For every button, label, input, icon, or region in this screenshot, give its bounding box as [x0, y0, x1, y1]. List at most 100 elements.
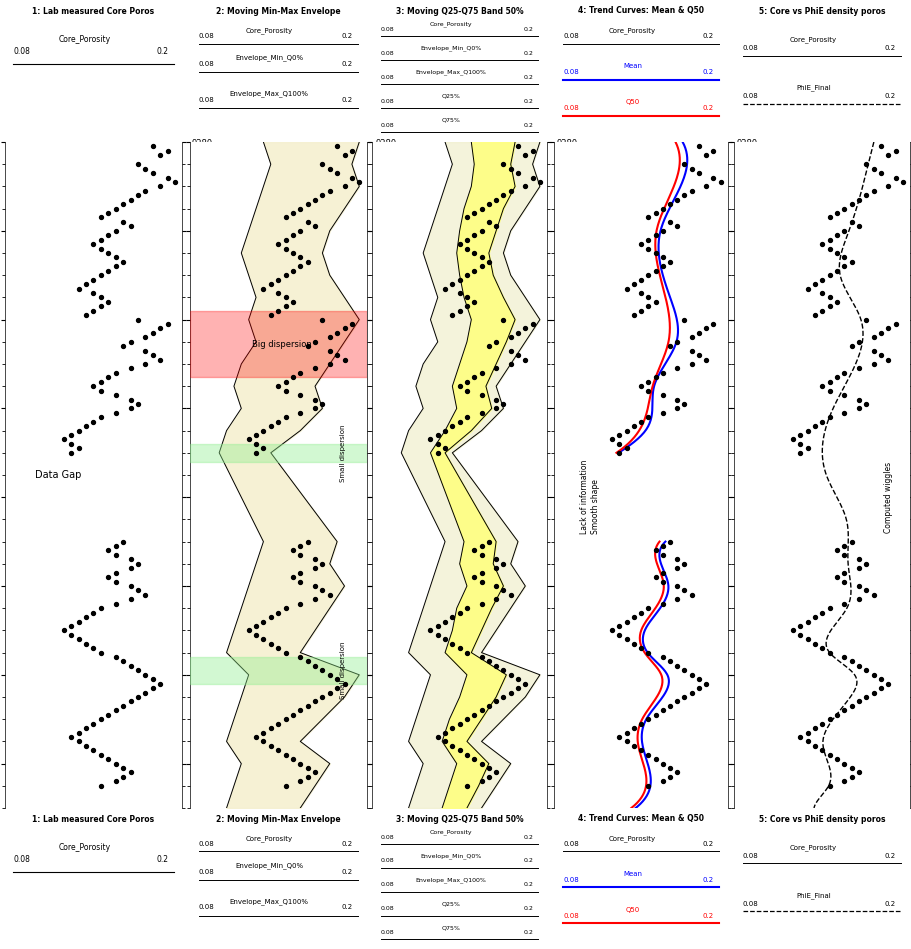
- Text: 0.2: 0.2: [523, 859, 533, 864]
- Point: [278, 778, 292, 793]
- Point: [430, 627, 445, 642]
- Text: 0.2: 0.2: [341, 868, 352, 875]
- Point: [108, 596, 123, 611]
- Point: [452, 414, 466, 429]
- Point: [116, 698, 130, 714]
- Point: [153, 352, 168, 367]
- Text: Core_Porosity: Core_Porosity: [245, 27, 292, 34]
- Point: [108, 387, 123, 402]
- Point: [683, 357, 698, 372]
- Point: [123, 659, 138, 674]
- Point: [670, 765, 684, 780]
- Point: [153, 321, 168, 336]
- Point: [806, 738, 821, 754]
- Point: [116, 254, 130, 270]
- Text: 0.08: 0.08: [742, 853, 758, 859]
- Text: 0.08: 0.08: [381, 834, 394, 840]
- Point: [851, 694, 865, 709]
- Point: [108, 223, 123, 238]
- Point: [263, 419, 278, 434]
- Point: [488, 400, 503, 416]
- Point: [94, 241, 108, 256]
- Point: [474, 596, 488, 611]
- Point: [873, 139, 887, 154]
- Point: [865, 161, 880, 177]
- Point: [676, 689, 691, 704]
- Point: [698, 321, 712, 336]
- Point: [437, 632, 452, 647]
- Point: [698, 676, 712, 691]
- Point: [604, 432, 619, 447]
- Point: [271, 414, 285, 429]
- Point: [108, 756, 123, 772]
- Point: [130, 157, 145, 172]
- Point: [836, 405, 851, 420]
- Point: [640, 601, 655, 616]
- Point: [474, 756, 488, 772]
- Point: [108, 259, 123, 274]
- Point: [517, 178, 532, 194]
- Point: [474, 405, 488, 420]
- Text: 0.08: 0.08: [562, 877, 578, 883]
- Point: [249, 619, 263, 634]
- Point: [64, 619, 78, 634]
- Point: [249, 437, 263, 452]
- Point: [676, 397, 691, 412]
- Point: [488, 578, 503, 593]
- Point: [94, 233, 108, 248]
- Point: [459, 712, 474, 727]
- Point: [466, 246, 481, 261]
- Point: [263, 720, 278, 735]
- Point: [880, 321, 895, 336]
- Point: [829, 228, 844, 243]
- Point: [806, 609, 821, 624]
- Point: [86, 272, 101, 288]
- Point: [698, 148, 712, 163]
- Point: [619, 281, 633, 296]
- Point: [278, 383, 292, 399]
- Point: [278, 601, 292, 616]
- Point: [488, 334, 503, 349]
- Point: [488, 659, 503, 674]
- Point: [670, 592, 684, 607]
- Point: [452, 641, 466, 656]
- Point: [844, 214, 858, 230]
- Point: [784, 432, 799, 447]
- Point: [445, 720, 459, 735]
- Point: [496, 397, 510, 412]
- Point: [517, 352, 532, 367]
- Point: [822, 241, 836, 256]
- Text: 4: Trend Curves: Mean & Q50: 4: Trend Curves: Mean & Q50: [578, 814, 703, 824]
- Point: [655, 538, 670, 553]
- Point: [271, 236, 285, 251]
- Point: [865, 329, 880, 344]
- Point: [655, 387, 670, 402]
- Point: [474, 548, 488, 563]
- Point: [285, 263, 300, 278]
- Point: [829, 752, 844, 767]
- Point: [503, 344, 517, 359]
- Text: Envelope_Max_Q100%: Envelope_Max_Q100%: [230, 898, 309, 904]
- Point: [670, 334, 684, 349]
- Text: Core_Porosity: Core_Porosity: [245, 835, 292, 842]
- Point: [662, 254, 677, 270]
- Point: [307, 334, 322, 349]
- Point: [271, 716, 285, 732]
- Text: 0.08: 0.08: [199, 868, 214, 875]
- Point: [822, 712, 836, 727]
- Point: [670, 659, 684, 674]
- Point: [108, 201, 123, 216]
- Point: [344, 316, 359, 331]
- Point: [307, 400, 322, 416]
- Point: [822, 268, 836, 283]
- Point: [123, 578, 138, 593]
- Point: [865, 587, 880, 603]
- Point: [101, 752, 116, 767]
- Point: [292, 565, 307, 580]
- Point: [315, 188, 330, 203]
- Point: [517, 676, 532, 691]
- Point: [330, 347, 344, 363]
- Point: [503, 329, 517, 344]
- Point: [466, 263, 481, 278]
- Point: [670, 551, 684, 567]
